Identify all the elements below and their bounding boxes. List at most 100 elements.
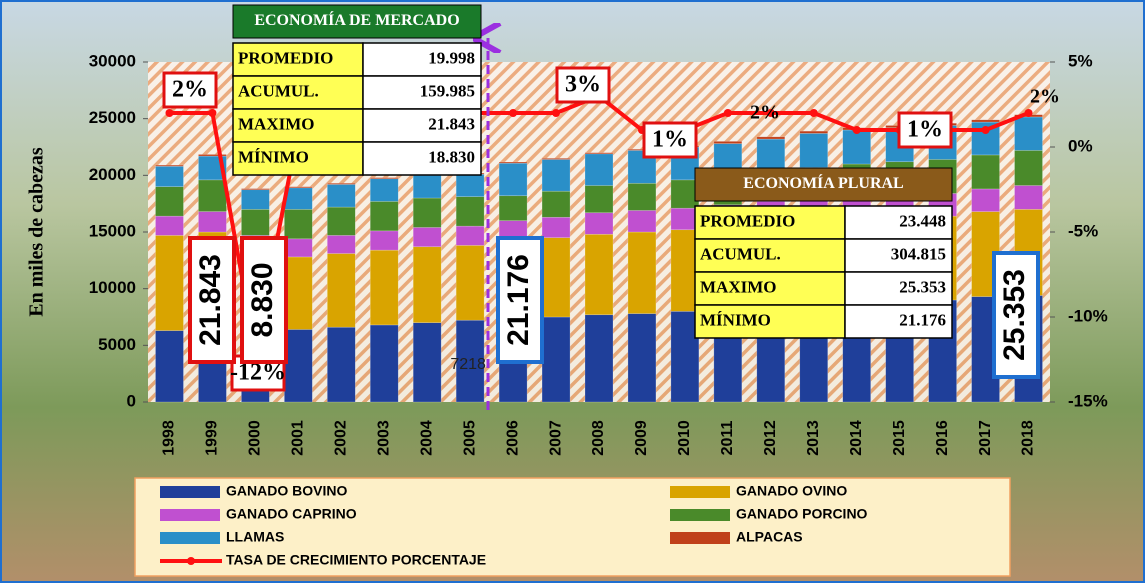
line-point — [853, 126, 861, 134]
bar-segment — [327, 254, 355, 328]
bar-segment — [155, 166, 183, 186]
bar-segment — [198, 154, 226, 156]
legend-swatch — [670, 486, 730, 498]
table-value: 21.176 — [899, 310, 946, 329]
x-tick-label: 2010 — [676, 420, 693, 456]
bar-segment — [843, 130, 871, 164]
bar-segment — [370, 179, 398, 202]
bar-segment — [714, 141, 742, 143]
bar-segment — [370, 231, 398, 250]
bar-segment — [155, 187, 183, 216]
bar-segment — [284, 188, 312, 210]
y2-tick-label: -10% — [1068, 306, 1108, 325]
table-value: 19.998 — [428, 48, 475, 67]
bar-segment — [413, 247, 441, 323]
bar-segment — [542, 159, 570, 191]
bar-segment — [1015, 150, 1043, 185]
x-tick-label: 2002 — [333, 420, 350, 456]
bar-segment — [327, 184, 355, 207]
x-tick-label: 2008 — [590, 420, 607, 456]
bar-segment — [456, 226, 484, 245]
bar-segment — [499, 196, 527, 221]
x-tick-label: 2018 — [1020, 420, 1037, 456]
bar-segment — [370, 178, 398, 179]
bar-segment — [413, 198, 441, 227]
table-title: ECONOMÍA PLURAL — [743, 173, 903, 192]
bar-segment — [370, 250, 398, 325]
y2-tick-label: -15% — [1068, 391, 1108, 410]
line-value-label: 2% — [1030, 86, 1060, 108]
y-tick-label: 30000 — [89, 51, 136, 70]
data-label: 7218 — [450, 356, 486, 373]
bar-segment — [800, 133, 828, 167]
table-label: ACUMUL. — [700, 244, 781, 263]
bar-segment — [456, 245, 484, 320]
callout: 21.176 — [502, 254, 535, 346]
y2-tick-label: 5% — [1068, 51, 1093, 70]
bar-segment — [1015, 117, 1043, 150]
legend-label: GANADO PORCINO — [736, 506, 868, 522]
table-label: MÍNIMO — [238, 147, 309, 166]
line-value-label: 2% — [750, 102, 780, 124]
bar-segment — [327, 235, 355, 253]
table-label: MÍNIMO — [700, 310, 771, 329]
table-label: MAXIMO — [700, 277, 776, 296]
table-value: 304.815 — [891, 244, 946, 263]
line-value-label: 1% — [652, 127, 688, 153]
x-tick-label: 2007 — [547, 420, 564, 456]
bar-segment — [327, 207, 355, 235]
bar-segment — [628, 232, 656, 314]
bar-segment — [585, 154, 613, 186]
bar-segment — [757, 137, 785, 139]
bar-segment — [542, 158, 570, 159]
line-point — [208, 109, 216, 117]
legend-label: GANADO OVINO — [736, 483, 847, 499]
legend-label: GANADO CAPRINO — [226, 506, 357, 522]
callout: 25.353 — [998, 269, 1031, 361]
bar-segment — [499, 162, 527, 163]
legend-label: LLAMAS — [226, 529, 284, 545]
bar-segment — [284, 209, 312, 238]
table-value: 18.830 — [428, 147, 475, 166]
callout: 21.843 — [194, 254, 227, 346]
bar-segment — [241, 189, 269, 190]
bar-segment — [155, 331, 183, 402]
bar-segment — [972, 120, 1000, 122]
bar-segment — [542, 317, 570, 402]
x-tick-label: 2011 — [719, 421, 736, 456]
bar-segment — [972, 155, 1000, 189]
bar-segment — [155, 165, 183, 166]
x-tick-label: 2009 — [633, 420, 650, 456]
y-tick-label: 15000 — [89, 221, 136, 240]
bar-segment — [542, 217, 570, 237]
legend-label: GANADO BOVINO — [226, 483, 347, 499]
bar-segment — [370, 201, 398, 230]
bar-segment — [800, 131, 828, 133]
table-value: 25.353 — [899, 277, 946, 296]
x-tick-label: 1999 — [204, 420, 221, 456]
legend-swatch — [670, 509, 730, 521]
bar-segment — [542, 238, 570, 317]
x-tick-label: 2016 — [934, 420, 951, 456]
line-point — [724, 109, 732, 117]
x-tick-label: 2006 — [504, 420, 521, 456]
line-point — [982, 126, 990, 134]
table-title: ECONOMÍA DE MERCADO — [254, 10, 459, 29]
x-tick-label: 2017 — [977, 420, 994, 456]
bar-segment — [284, 239, 312, 257]
y-tick-label: 25000 — [89, 108, 136, 127]
bar-segment — [499, 163, 527, 196]
y-tick-label: 10000 — [89, 278, 136, 297]
callout: 8.830 — [246, 262, 279, 337]
y-tick-label: 20000 — [89, 165, 136, 184]
line-point — [509, 109, 517, 117]
bar-segment — [628, 210, 656, 232]
x-tick-label: 2005 — [461, 420, 478, 456]
bar-segment — [972, 189, 1000, 212]
line-value-label: 2% — [172, 77, 208, 103]
x-tick-label: 2004 — [418, 420, 435, 456]
x-tick-label: 2001 — [290, 420, 307, 456]
y2-tick-label: 0% — [1068, 136, 1093, 155]
legend-label: TASA DE CRECIMIENTO PORCENTAJE — [226, 552, 486, 568]
bar-segment — [155, 216, 183, 235]
